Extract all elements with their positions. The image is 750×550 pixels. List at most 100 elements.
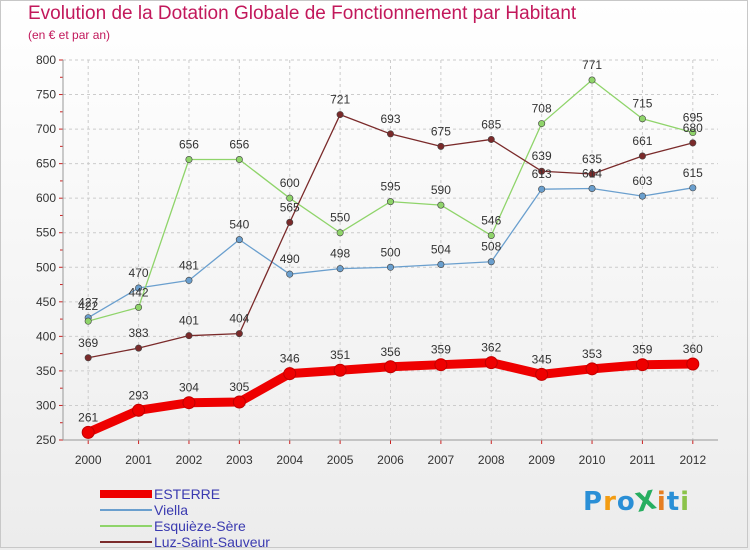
y-tick-label: 550	[36, 226, 56, 240]
x-tick-label: 2001	[125, 453, 152, 467]
data-point	[235, 330, 243, 338]
data-point	[336, 265, 344, 273]
logo-letter: i	[680, 487, 691, 517]
y-tick-label: 400	[36, 329, 56, 343]
x-tick-label: 2004	[276, 453, 303, 467]
y-tick-label: 450	[36, 295, 56, 309]
data-point	[81, 425, 95, 439]
data-point	[185, 276, 193, 284]
data-label: 600	[280, 176, 300, 190]
chart-title: Evolution de la Dotation Globale de Fonc…	[28, 3, 577, 24]
data-label: 504	[431, 243, 451, 257]
data-label: 603	[632, 174, 652, 188]
y-tick-label: 250	[36, 433, 56, 447]
x-tick-label: 2009	[528, 453, 555, 467]
data-label: 304	[179, 381, 199, 395]
data-label: 615	[683, 166, 703, 180]
data-labels: 427 470 481 540 490 498 500 504 508 613 614 603 615 4…	[78, 58, 703, 424]
data-point	[84, 317, 92, 325]
x-tick-label: 2006	[377, 453, 404, 467]
data-label: 540	[229, 218, 249, 232]
data-point	[535, 367, 549, 381]
series	[81, 76, 700, 439]
data-point	[386, 263, 394, 271]
y-tick-label: 600	[36, 191, 56, 205]
logo-letter: i	[656, 487, 667, 517]
data-point	[585, 362, 599, 376]
chart-subtitle: (en € et par an)	[28, 28, 111, 42]
data-point	[689, 129, 697, 137]
data-label: 675	[431, 124, 451, 138]
data-point	[386, 130, 394, 138]
legend-item: Esquièze-Sère	[100, 518, 270, 534]
data-label: 490	[280, 252, 300, 266]
data-point	[135, 284, 143, 292]
legend-label: Viella	[154, 502, 188, 518]
data-label: 661	[632, 134, 652, 148]
data-point	[333, 363, 347, 377]
data-label: 639	[532, 149, 552, 163]
data-label: 305	[229, 380, 249, 394]
data-label: 708	[532, 102, 552, 116]
data-label: 261	[78, 410, 98, 424]
data-point	[386, 198, 394, 206]
data-point	[185, 155, 193, 163]
y-tick-label: 650	[36, 157, 56, 171]
data-point	[538, 185, 546, 193]
x-tick-label: 2012	[679, 453, 706, 467]
data-point	[635, 358, 649, 372]
logo-letter: X	[632, 485, 660, 519]
data-point	[689, 184, 697, 192]
legend-swatch	[100, 509, 152, 511]
data-label: 500	[380, 245, 400, 259]
data-label: 470	[129, 266, 149, 280]
data-point	[588, 76, 596, 84]
x-tick-label: 2003	[226, 453, 253, 467]
data-point	[538, 167, 546, 175]
logo-letter: o	[616, 487, 636, 517]
y-tick-label: 800	[36, 53, 56, 67]
y-tick-label: 700	[36, 122, 56, 136]
data-label: 656	[179, 137, 199, 151]
data-label: 508	[481, 240, 501, 254]
data-point	[336, 111, 344, 119]
data-point	[487, 135, 495, 143]
data-label: 401	[179, 314, 199, 328]
data-label: 595	[380, 180, 400, 194]
data-label: 293	[129, 388, 149, 402]
legend-label: Luz-Saint-Sauveur	[154, 534, 270, 550]
legend-label: ESTERRE	[154, 486, 221, 502]
data-label: 498	[330, 247, 350, 261]
data-point	[384, 360, 397, 374]
data-point	[689, 139, 697, 147]
x-tick-label: 2002	[176, 453, 203, 467]
data-label: 546	[481, 213, 501, 227]
data-label: 656	[229, 137, 249, 151]
logo-letter: P	[583, 487, 604, 517]
data-point	[286, 270, 294, 278]
data-label: 685	[481, 117, 501, 131]
data-point	[336, 229, 344, 237]
data-label: 404	[229, 312, 249, 326]
data-point	[538, 120, 546, 128]
data-label: 715	[632, 97, 652, 111]
data-label: 590	[431, 183, 451, 197]
y-tick-label: 300	[36, 398, 56, 412]
data-point	[487, 231, 495, 239]
data-label: 351	[330, 348, 350, 362]
data-label: 383	[129, 326, 149, 340]
legend-item: ESTERRE	[100, 486, 270, 502]
data-point	[434, 358, 448, 372]
data-point	[686, 357, 700, 371]
data-label: 771	[582, 58, 602, 72]
data-label: 362	[481, 341, 501, 355]
data-label: 359	[632, 343, 652, 357]
data-point	[484, 356, 498, 370]
data-point	[437, 201, 445, 209]
data-label: 356	[380, 345, 400, 359]
x-tick-label: 2010	[579, 453, 606, 467]
data-point	[437, 142, 445, 150]
proxiti-logo: ProXiti	[583, 485, 691, 519]
